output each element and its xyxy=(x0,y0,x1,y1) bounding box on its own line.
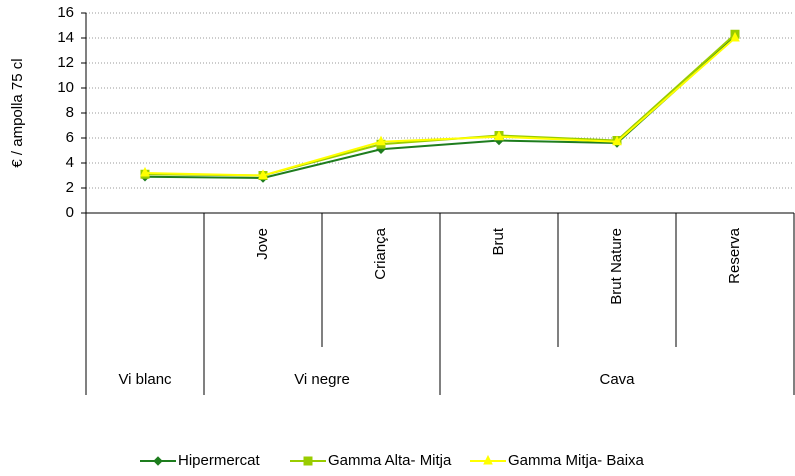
data-point xyxy=(612,135,622,146)
series-line xyxy=(144,36,736,180)
y-tick-label: 12 xyxy=(57,54,74,71)
legend-label: Gamma Mitja- Baixa xyxy=(508,452,645,469)
data-point xyxy=(376,135,386,146)
x-tick-label: Jove xyxy=(254,228,271,260)
y-tick-label: 14 xyxy=(57,29,74,46)
legend-marker xyxy=(483,454,493,465)
y-tick-label: 10 xyxy=(57,79,74,96)
legend-label: Gamma Alta- Mitja xyxy=(328,452,452,469)
group-label: Vi blanc xyxy=(118,371,172,388)
y-tick-label: 8 xyxy=(66,104,74,121)
data-point xyxy=(258,169,268,179)
legend-marker xyxy=(153,456,163,466)
x-tick-label: Brut xyxy=(490,227,507,255)
x-tick-label: Brut Nature xyxy=(608,228,625,305)
series-line xyxy=(144,33,736,177)
y-tick-label: 0 xyxy=(66,204,74,221)
x-tick-label: Criança xyxy=(372,227,389,279)
legend-marker xyxy=(303,456,313,466)
data-point xyxy=(494,130,504,141)
legend-label: Hipermercat xyxy=(178,452,261,469)
y-axis-label: € / ampolla 75 cl xyxy=(9,58,26,167)
group-label: Cava xyxy=(599,371,635,388)
y-tick-label: 6 xyxy=(66,129,74,146)
group-label: Vi negre xyxy=(294,371,350,388)
y-tick-label: 2 xyxy=(66,179,74,196)
data-point xyxy=(730,31,740,42)
series-line xyxy=(144,37,736,177)
data-point xyxy=(140,166,150,177)
y-tick-label: 4 xyxy=(66,154,74,171)
y-tick-label: 16 xyxy=(57,4,74,21)
x-tick-label: Reserva xyxy=(726,227,743,284)
